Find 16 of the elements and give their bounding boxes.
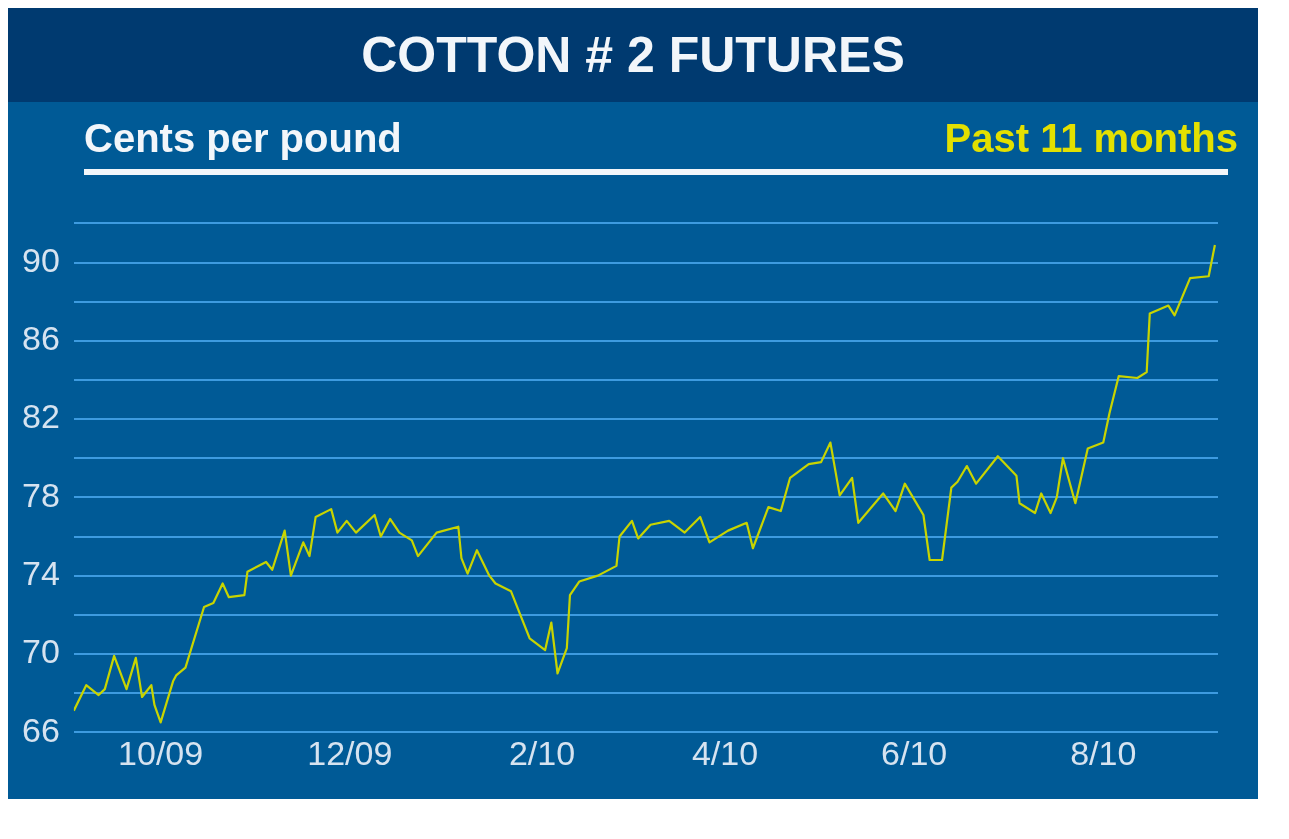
y-tick-label: 78: [21, 475, 60, 514]
chart-subtitle: Past 11 months: [944, 116, 1238, 161]
y-tick-label: 86: [21, 319, 60, 358]
y-axis-title: Cents per pound: [84, 116, 402, 161]
y-tick-label: 70: [21, 632, 60, 671]
x-tick-label: 10/09: [118, 733, 204, 772]
x-tick-label: 12/09: [307, 733, 393, 772]
x-tick-label: 4/10: [691, 733, 759, 772]
x-tick-label: 6/10: [881, 733, 948, 772]
x-tick-label: 8/10: [1070, 733, 1137, 772]
y-tick-label: 82: [21, 397, 60, 436]
y-tick-label: 90: [21, 240, 60, 279]
x-tick-label: 2/10: [508, 733, 576, 772]
y-tick-label: 74: [21, 554, 60, 593]
y-tick-label: 66: [21, 710, 60, 749]
chart-title: COTTON # 2 FUTURES: [8, 8, 1258, 102]
